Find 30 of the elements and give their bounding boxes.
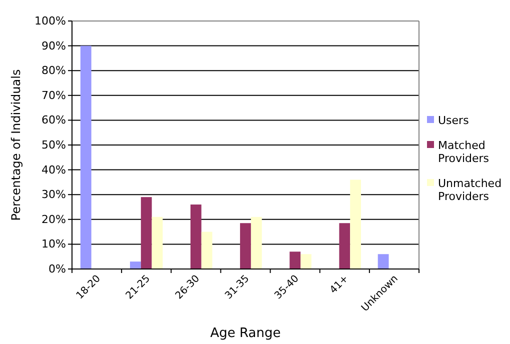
y-tick-label: 40% <box>42 163 66 176</box>
legend-label: Matched Providers <box>438 139 490 165</box>
y-tick-label: 50% <box>42 138 66 152</box>
bar <box>339 223 350 269</box>
bar <box>80 46 92 269</box>
y-tick-label: 100% <box>34 14 66 28</box>
bar <box>140 197 152 269</box>
bar <box>152 216 163 269</box>
bar <box>300 254 312 269</box>
y-tick-label: 80% <box>42 64 66 78</box>
y-tick-label: 60% <box>42 114 66 127</box>
bar <box>350 180 361 269</box>
x-tick-label: 41+ <box>328 273 351 296</box>
bar <box>130 262 141 269</box>
y-tick-label: 70% <box>42 88 66 102</box>
y-tick-label: 20% <box>42 212 66 226</box>
y-axis-title: Percentage of Individuals <box>9 69 23 221</box>
x-axis-title: Age Range <box>210 326 281 341</box>
y-tick-label: 10% <box>42 238 66 251</box>
bar <box>290 252 301 269</box>
legend-label: Unmatched Providers <box>438 177 502 203</box>
bar <box>250 216 262 269</box>
y-tick-label: 90% <box>42 39 66 52</box>
bar <box>240 223 251 269</box>
y-tick-label: 0% <box>48 262 66 276</box>
legend-label: Users <box>438 114 470 127</box>
bar <box>201 232 212 269</box>
bar <box>378 254 389 269</box>
y-tick-label: 30% <box>42 188 66 202</box>
bar <box>190 204 202 269</box>
